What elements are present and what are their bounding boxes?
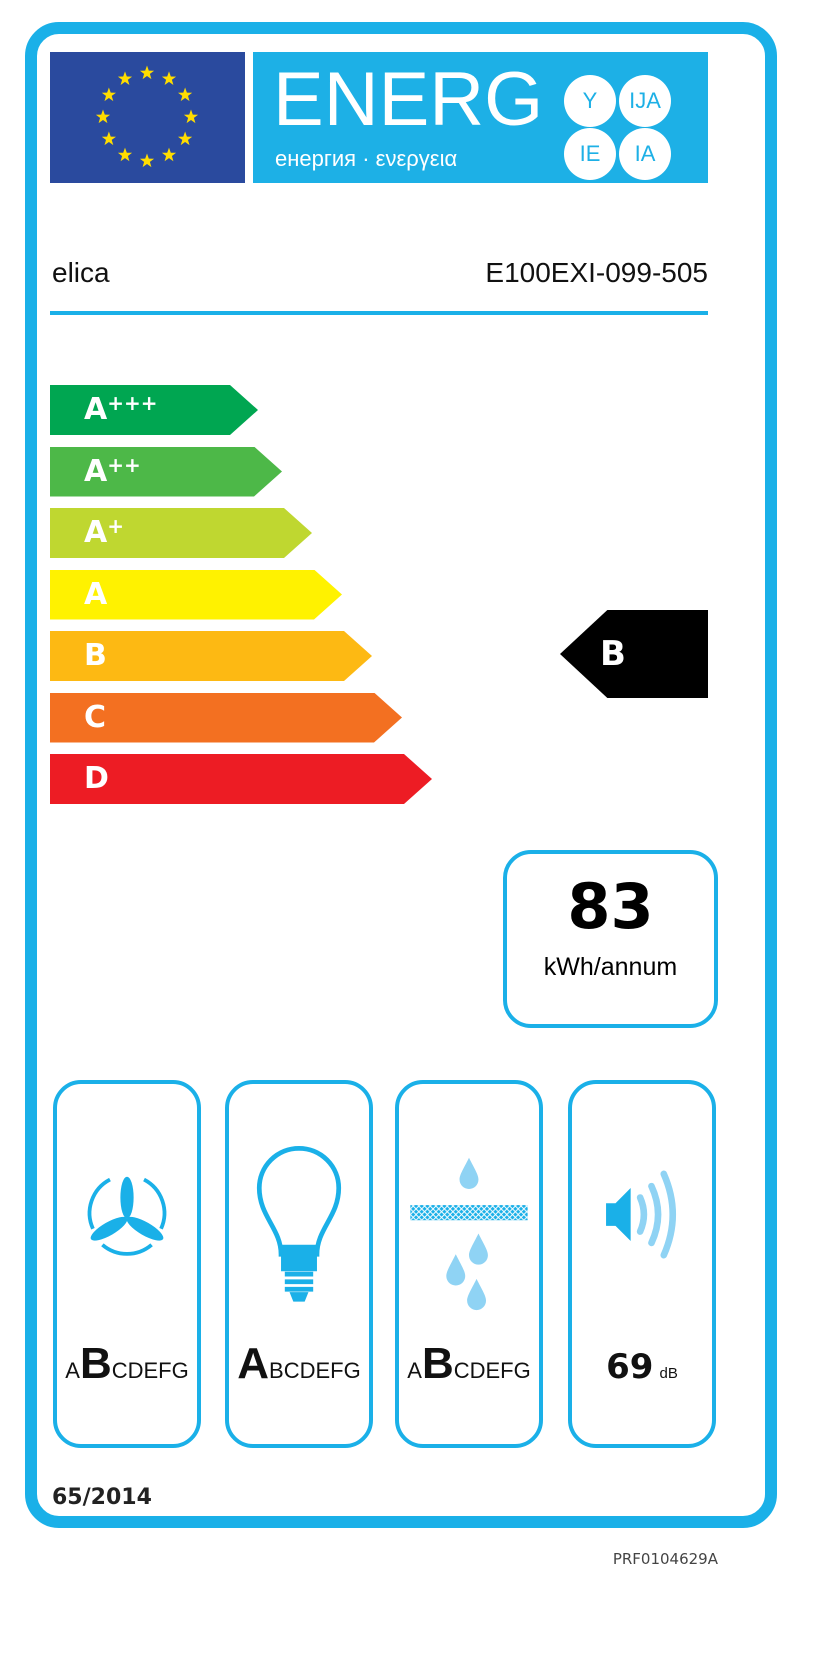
scale-label: A	[84, 453, 108, 489]
star-icon	[161, 147, 177, 162]
star-icon	[117, 147, 133, 162]
scale-arrow-6: D	[50, 754, 432, 804]
rating-selected: A	[237, 1339, 270, 1388]
star-icon	[178, 131, 193, 146]
energy-header: ENERG енергия · ενεργεια Y IJA IE IA	[253, 52, 708, 183]
label-code: PRF0104629A	[612, 1550, 718, 1568]
scale-arrow-0: A+++	[50, 385, 258, 435]
star-icon	[95, 109, 111, 124]
scale-arrow-5: C	[50, 692, 402, 743]
consumption-unit: kWh/annum	[543, 953, 678, 981]
rating-after: BCDEFG	[269, 1358, 361, 1383]
noise-level: 69 dB	[572, 1342, 712, 1399]
energy-subtitle: енергия · ενεργεια	[275, 146, 458, 171]
rating-before: A	[65, 1358, 80, 1383]
scale-label: A	[84, 392, 108, 427]
regulation-number: 65/2014	[52, 1485, 152, 1510]
star-icon	[161, 71, 177, 85]
fluid-dynamic-box: ABCDEFG	[53, 1080, 201, 1448]
suffix-ia: IA	[619, 128, 671, 180]
label-frame	[25, 22, 777, 1528]
scale-plus: +	[107, 514, 124, 538]
light-bulb-icon	[256, 1145, 342, 1302]
rating-after: CDEFG	[111, 1358, 189, 1383]
energy-title: ENERG	[273, 57, 544, 142]
star-icon	[183, 109, 199, 124]
star-icon	[101, 131, 116, 146]
star-icon	[117, 71, 133, 85]
lighting-box: ABCDEFG	[225, 1080, 373, 1448]
lighting-rating: ABCDEFG	[229, 1339, 369, 1396]
grease-filter-icon	[410, 1157, 528, 1311]
scale-arrow-2: A+	[50, 508, 312, 558]
supplier-name: elica	[52, 257, 110, 288]
suffix-ija: IJA	[619, 75, 671, 127]
noise-value: 69	[606, 1347, 654, 1387]
fluid-dynamic-rating: ABCDEFG	[57, 1339, 197, 1396]
rating-selected: B	[79, 1339, 112, 1388]
noise-box: 69 dB	[568, 1080, 716, 1448]
star-icon	[139, 65, 155, 80]
star-icon	[101, 87, 116, 102]
scale-label: A	[84, 576, 108, 612]
scale-arrow-1: A++	[50, 446, 282, 497]
scale-label: A	[84, 515, 108, 550]
rating-before: A	[407, 1358, 422, 1383]
rating-after: CDEFG	[453, 1358, 531, 1383]
grease-filter-box: ABCDEFG	[395, 1080, 543, 1448]
consumption-box: 83 kWh/annum	[503, 850, 718, 1028]
model-id: E100EXI-099-505	[485, 257, 708, 288]
suffix-y: Y	[564, 75, 616, 127]
rating-selected: B	[421, 1339, 454, 1388]
star-icon	[178, 87, 193, 102]
fan-icon	[87, 1176, 167, 1256]
scale-label: C	[84, 699, 107, 735]
suffix-ie: IE	[564, 128, 616, 180]
eu-flag	[50, 52, 245, 183]
divider	[50, 311, 708, 315]
scale-label: B	[84, 638, 107, 673]
grease-filter-rating: ABCDEFG	[399, 1339, 539, 1396]
star-icon	[139, 153, 155, 168]
scale-label: D	[84, 761, 109, 796]
scale-plus: ++	[107, 452, 141, 477]
scale-plus: +++	[107, 391, 158, 415]
scale-arrow-3: A	[50, 569, 342, 620]
eu-stars-icon	[95, 65, 199, 168]
scale-arrow-4: B	[50, 631, 372, 681]
noise-unit: dB	[659, 1365, 678, 1382]
consumption-value: 83	[567, 870, 654, 943]
speaker-noise-icon	[606, 1170, 677, 1259]
